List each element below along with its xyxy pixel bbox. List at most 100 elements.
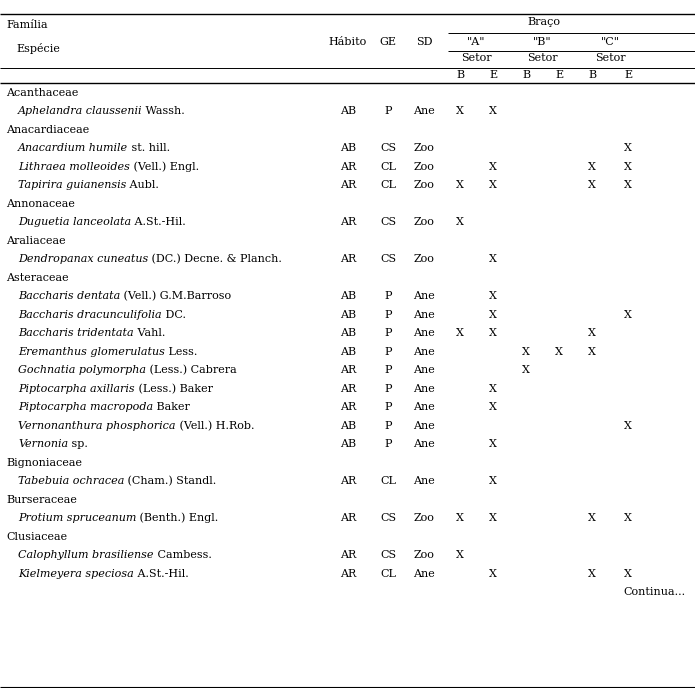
Text: AB: AB [340,106,356,116]
Text: Kielmeyera speciosa: Kielmeyera speciosa [18,568,133,579]
Text: Ane: Ane [413,328,435,338]
Text: Setor: Setor [528,53,558,63]
Text: X: X [624,420,632,431]
Text: Baker: Baker [153,402,190,412]
Text: AR: AR [340,162,356,171]
Text: AR: AR [340,254,356,264]
Text: CS: CS [380,254,396,264]
Text: Vahl.: Vahl. [133,328,165,338]
Text: X: X [624,513,632,523]
Text: Continua...: Continua... [623,587,685,597]
Text: Baccharis dentata: Baccharis dentata [18,291,120,301]
Text: Ane: Ane [413,568,435,579]
Text: X: X [489,568,497,579]
Text: Baccharis tridentata: Baccharis tridentata [18,328,133,338]
Text: X: X [522,365,530,375]
Text: X: X [456,106,464,116]
Text: P: P [384,310,392,320]
Text: Tabebuia ochracea: Tabebuia ochracea [18,476,124,486]
Text: (Cham.) Standl.: (Cham.) Standl. [124,476,217,486]
Text: Aphelandra claussenii: Aphelandra claussenii [18,106,142,116]
Text: "A": "A" [467,37,486,47]
Text: DC.: DC. [162,310,186,320]
Text: X: X [489,291,497,301]
Text: Ane: Ane [413,384,435,394]
Text: X: X [588,568,596,579]
Text: Ane: Ane [413,420,435,431]
Text: X: X [624,162,632,171]
Text: X: X [489,106,497,116]
Text: AR: AR [340,217,356,227]
Text: Clusiaceae: Clusiaceae [6,532,67,541]
Text: CS: CS [380,143,396,153]
Text: AR: AR [340,180,356,190]
Text: E: E [555,70,563,80]
Text: Aubl.: Aubl. [126,180,159,190]
Text: X: X [489,439,497,449]
Text: Braço: Braço [528,17,560,27]
Text: Ane: Ane [413,402,435,412]
Text: X: X [456,180,464,190]
Text: Ane: Ane [413,439,435,449]
Text: Zoo: Zoo [414,513,434,523]
Text: Zoo: Zoo [414,217,434,227]
Text: X: X [624,143,632,153]
Text: Eremanthus glomerulatus: Eremanthus glomerulatus [18,347,165,356]
Text: X: X [624,568,632,579]
Text: Ane: Ane [413,310,435,320]
Text: A.St.-Hil.: A.St.-Hil. [133,568,188,579]
Text: Burseraceae: Burseraceae [6,495,77,504]
Text: Espécie: Espécie [16,43,60,54]
Text: Annonaceae: Annonaceae [6,199,75,208]
Text: B: B [588,70,596,80]
Text: Zoo: Zoo [414,550,434,560]
Text: (DC.) Decne. & Planch.: (DC.) Decne. & Planch. [148,254,282,264]
Text: SD: SD [416,37,432,47]
Text: X: X [588,347,596,356]
Text: Tapirira guianensis: Tapirira guianensis [18,180,126,190]
Text: X: X [588,180,596,190]
Text: Anacardiaceae: Anacardiaceae [6,125,89,135]
Text: st. hill.: st. hill. [128,143,170,153]
Text: Araliaceae: Araliaceae [6,235,65,246]
Text: Ane: Ane [413,476,435,486]
Text: Cambess.: Cambess. [154,550,211,560]
Text: P: P [384,291,392,301]
Text: Bignoniaceae: Bignoniaceae [6,458,82,468]
Text: (Less.) Cabrera: (Less.) Cabrera [146,365,237,375]
Text: Piptocarpha axillaris: Piptocarpha axillaris [18,384,135,394]
Text: X: X [588,513,596,523]
Text: X: X [489,384,497,394]
Text: X: X [624,310,632,320]
Text: CS: CS [380,513,396,523]
Text: CL: CL [380,180,396,190]
Text: Wassh.: Wassh. [142,106,186,116]
Text: Dendropanax cuneatus: Dendropanax cuneatus [18,254,148,264]
Text: Less.: Less. [165,347,197,356]
Text: E: E [624,70,632,80]
Text: AR: AR [340,365,356,375]
Text: X: X [522,347,530,356]
Text: E: E [489,70,497,80]
Text: Protium spruceanum: Protium spruceanum [18,513,136,523]
Text: Lithraea molleoides: Lithraea molleoides [18,162,130,171]
Text: CL: CL [380,568,396,579]
Text: Baccharis dracunculifolia: Baccharis dracunculifolia [18,310,162,320]
Text: Duguetia lanceolata: Duguetia lanceolata [18,217,131,227]
Text: Ane: Ane [413,347,435,356]
Text: X: X [489,162,497,171]
Text: Anacardium humile: Anacardium humile [18,143,128,153]
Text: Asteraceae: Asteraceae [6,272,69,283]
Text: X: X [624,180,632,190]
Text: X: X [489,254,497,264]
Text: (Vell.) G.M.Barroso: (Vell.) G.M.Barroso [120,291,231,301]
Text: P: P [384,328,392,338]
Text: P: P [384,347,392,356]
Text: AB: AB [340,328,356,338]
Text: (Benth.) Engl.: (Benth.) Engl. [136,513,219,524]
Text: AR: AR [340,568,356,579]
Text: X: X [588,328,596,338]
Text: AB: AB [340,291,356,301]
Text: X: X [489,402,497,412]
Text: P: P [384,365,392,375]
